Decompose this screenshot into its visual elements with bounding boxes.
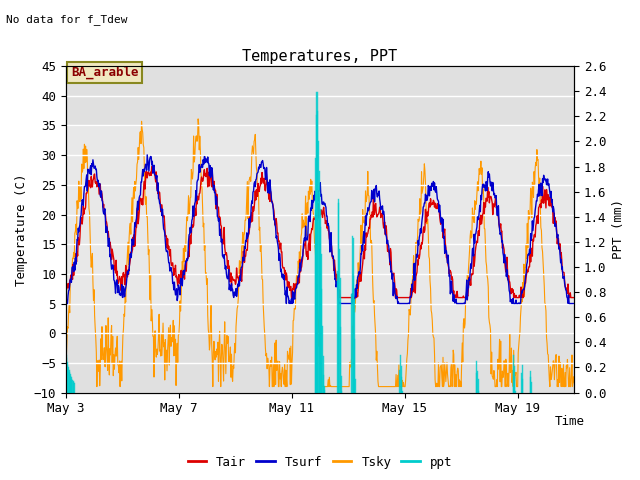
Text: No data for f_Tdew: No data for f_Tdew bbox=[6, 14, 128, 25]
Text: BA_arable: BA_arable bbox=[71, 66, 138, 79]
Y-axis label: PPT (mm): PPT (mm) bbox=[612, 199, 625, 259]
X-axis label: Time: Time bbox=[554, 415, 584, 428]
Bar bbox=[66, 66, 574, 125]
Legend: Tair, Tsurf, Tsky, ppt: Tair, Tsurf, Tsky, ppt bbox=[182, 451, 458, 474]
Title: Temperatures, PPT: Temperatures, PPT bbox=[243, 48, 397, 63]
Y-axis label: Temperature (C): Temperature (C) bbox=[15, 173, 28, 286]
Bar bbox=[66, 333, 574, 393]
